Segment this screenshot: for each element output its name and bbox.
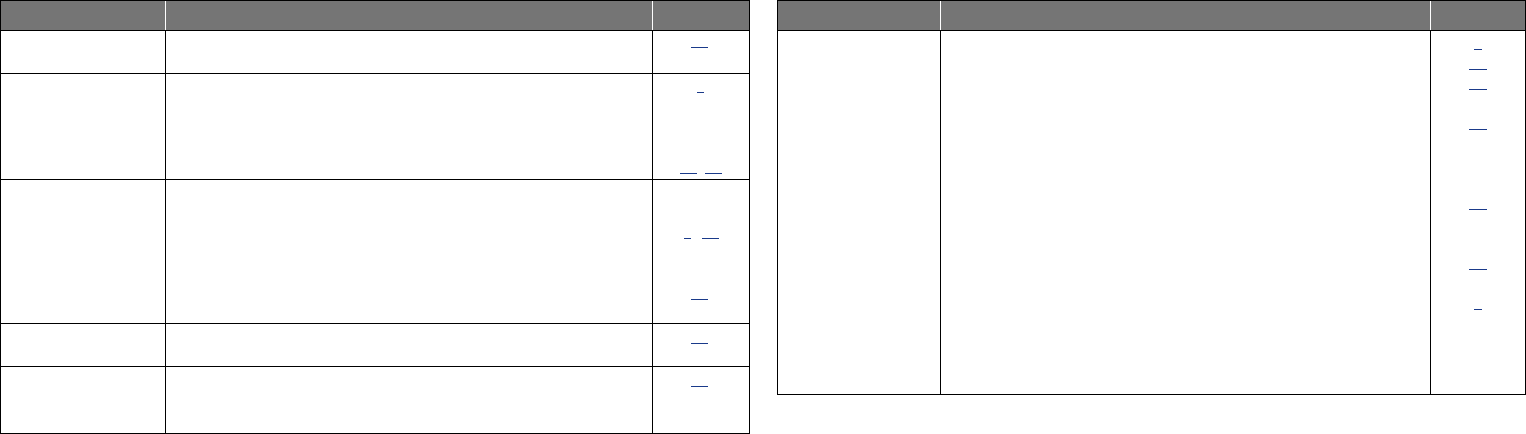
header-divider <box>940 1 941 30</box>
left-table <box>0 0 750 434</box>
column-divider <box>940 30 941 394</box>
column-divider <box>652 30 653 433</box>
header-divider <box>1430 1 1431 30</box>
reference-link[interactable] <box>1469 269 1487 270</box>
reference-link[interactable] <box>691 47 708 48</box>
reference-link[interactable] <box>691 386 708 387</box>
table-header <box>1 1 749 31</box>
reference-link[interactable] <box>1469 129 1487 130</box>
table-row <box>1 179 749 180</box>
reference-link[interactable] <box>705 173 722 174</box>
reference-link[interactable] <box>1474 49 1482 50</box>
column-divider <box>1430 30 1431 394</box>
reference-link[interactable] <box>1469 209 1487 210</box>
reference-link[interactable] <box>697 92 704 93</box>
header-divider <box>652 1 653 30</box>
table-row <box>1 73 749 74</box>
table-row <box>1 366 749 367</box>
table-row <box>1 323 749 324</box>
table-header <box>778 1 1525 31</box>
reference-link[interactable] <box>684 238 691 239</box>
reference-link[interactable] <box>691 343 708 344</box>
reference-link[interactable] <box>1469 89 1487 90</box>
reference-link[interactable] <box>1469 69 1487 70</box>
column-divider <box>165 30 166 433</box>
reference-link[interactable] <box>680 173 697 174</box>
header-divider <box>165 1 166 30</box>
reference-link[interactable] <box>691 299 708 300</box>
reference-link[interactable] <box>1474 309 1482 310</box>
right-table <box>777 0 1526 395</box>
reference-link[interactable] <box>702 238 719 239</box>
